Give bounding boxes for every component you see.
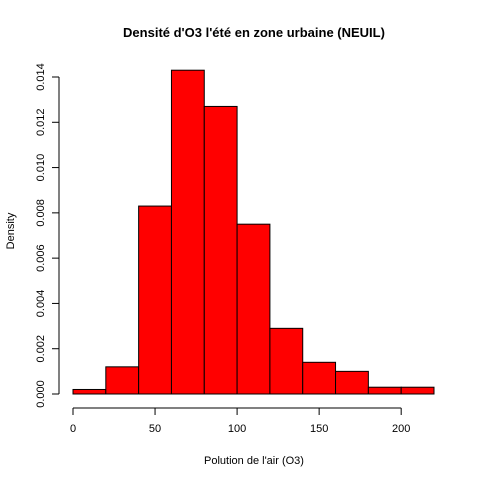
y-tick-label: 0.014 (35, 63, 47, 91)
y-tick-label: 0.004 (35, 290, 47, 318)
x-tick-label: 0 (70, 423, 76, 435)
y-tick-label: 0.008 (35, 199, 47, 227)
chart-title: Densité d'O3 l'été en zone urbaine (NEUI… (123, 25, 385, 40)
x-tick-label: 200 (392, 423, 410, 435)
x-axis: 0 50 100 150 200 (70, 407, 410, 435)
histogram-bar (269, 327, 304, 395)
x-tick-label: 150 (310, 423, 328, 435)
y-tick-label: 0.012 (35, 109, 47, 137)
y-axis: 0.000 0.002 0.004 0.006 0.008 0.010 0.012 0.014 (35, 63, 60, 408)
histogram-bar (138, 205, 172, 395)
histogram-bar (400, 386, 435, 395)
histogram-bar (72, 388, 107, 395)
y-tick-label: 0.002 (35, 335, 47, 363)
y-tick-label: 0.010 (35, 154, 47, 182)
y-tick-label: 0.006 (35, 244, 47, 272)
histogram-bar (367, 386, 402, 395)
histogram-bar (302, 361, 337, 395)
x-axis-label: Polution de l'air (O3) (204, 455, 304, 467)
histogram-bar (335, 370, 369, 395)
x-tick-label: 100 (228, 423, 246, 435)
histogram-bar (236, 223, 271, 395)
histogram-bar (105, 366, 140, 395)
bars-group (72, 69, 435, 395)
histogram-bar (170, 69, 205, 395)
x-tick-label: 50 (149, 423, 161, 435)
histogram-bar (203, 105, 238, 395)
y-axis-label: Density (5, 212, 17, 249)
y-tick-label: 0.000 (35, 380, 47, 408)
